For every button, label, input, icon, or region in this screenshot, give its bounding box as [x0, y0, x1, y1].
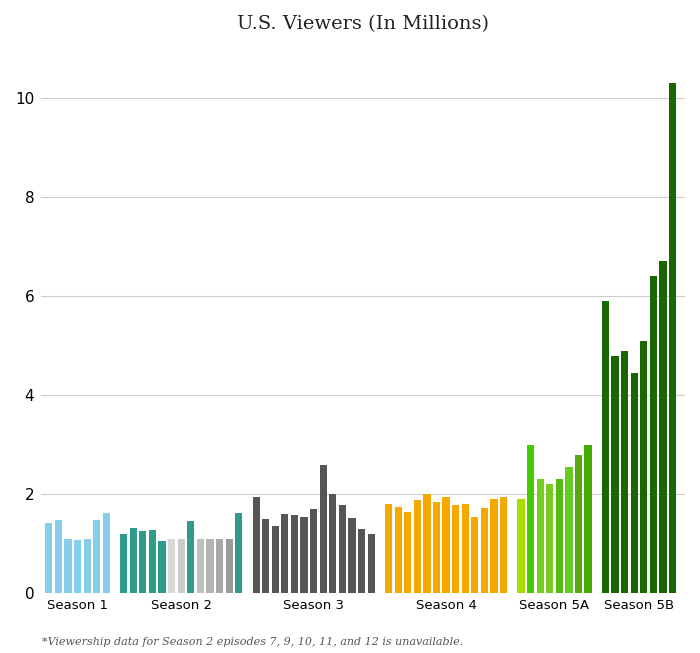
Bar: [262, 519, 270, 594]
Bar: [462, 504, 469, 594]
Bar: [669, 83, 676, 594]
Bar: [481, 507, 488, 594]
Bar: [84, 539, 91, 594]
Bar: [471, 517, 479, 594]
Bar: [253, 497, 260, 594]
Bar: [527, 445, 534, 594]
Bar: [424, 494, 430, 594]
Bar: [536, 479, 544, 594]
Bar: [300, 517, 308, 594]
Bar: [659, 261, 666, 594]
Bar: [404, 511, 412, 594]
Bar: [168, 539, 175, 594]
Bar: [320, 464, 327, 594]
Bar: [74, 540, 81, 594]
Bar: [566, 467, 573, 594]
Bar: [584, 445, 592, 594]
Bar: [64, 539, 71, 594]
Bar: [358, 529, 365, 594]
Bar: [650, 276, 657, 594]
Bar: [349, 518, 356, 594]
Bar: [556, 479, 563, 594]
Bar: [55, 520, 62, 594]
Bar: [291, 515, 298, 594]
Bar: [197, 539, 204, 594]
Bar: [395, 507, 402, 594]
Bar: [216, 539, 223, 594]
Bar: [225, 539, 233, 594]
Bar: [452, 505, 459, 594]
Bar: [611, 356, 619, 594]
Bar: [339, 505, 346, 594]
Bar: [272, 526, 279, 594]
Title: U.S. Viewers (In Millions): U.S. Viewers (In Millions): [237, 15, 489, 33]
Text: *Viewership data for Season 2 episodes 7, 9, 10, 11, and 12 is unavailable.: *Viewership data for Season 2 episodes 7…: [42, 637, 463, 647]
Bar: [310, 509, 317, 594]
Bar: [206, 539, 214, 594]
Bar: [602, 301, 609, 594]
Bar: [93, 520, 100, 594]
Bar: [433, 502, 440, 594]
Bar: [631, 373, 638, 594]
Bar: [178, 539, 185, 594]
Bar: [621, 351, 628, 594]
Bar: [575, 454, 582, 594]
Bar: [385, 504, 392, 594]
Bar: [158, 541, 166, 594]
Bar: [281, 514, 288, 594]
Bar: [235, 513, 242, 594]
Bar: [120, 534, 127, 594]
Bar: [130, 528, 137, 594]
Bar: [149, 530, 156, 594]
Bar: [414, 500, 421, 594]
Bar: [491, 499, 498, 594]
Bar: [188, 522, 195, 594]
Bar: [546, 485, 553, 594]
Bar: [640, 341, 648, 594]
Bar: [517, 499, 524, 594]
Bar: [442, 497, 449, 594]
Bar: [500, 497, 507, 594]
Bar: [139, 532, 146, 594]
Bar: [329, 494, 337, 594]
Bar: [368, 534, 375, 594]
Bar: [46, 524, 52, 594]
Bar: [103, 513, 110, 594]
